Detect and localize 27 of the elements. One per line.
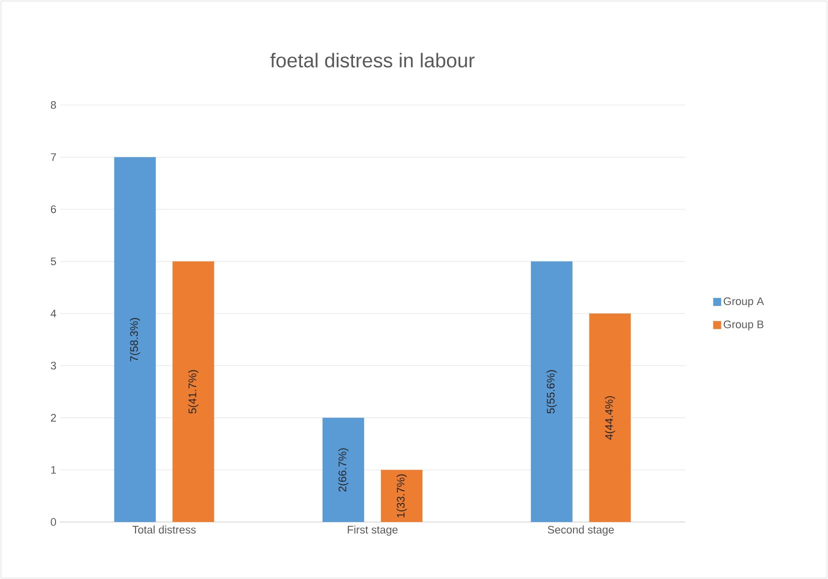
- data-label: 5(41.7%): [188, 370, 198, 414]
- bar: [322, 418, 364, 522]
- x-tick-label: Second stage: [548, 526, 614, 536]
- y-tick-label: 8: [50, 101, 56, 109]
- y-tick-label: 4: [50, 310, 56, 318]
- y-tick-label: 6: [50, 205, 56, 214]
- bar: [530, 261, 572, 522]
- data-label: 5(55.6%): [546, 370, 557, 414]
- data-label: 7(58.3%): [130, 318, 140, 362]
- bar: [589, 314, 631, 522]
- x-tick-label: Total distress: [132, 526, 196, 534]
- y-tick-label: 2: [50, 414, 56, 422]
- bar: [172, 261, 214, 522]
- bar: [114, 157, 156, 522]
- data-label: 4(44.4%): [604, 396, 616, 440]
- legend-label: Group B: [724, 320, 764, 330]
- bar: [380, 470, 422, 522]
- y-tick-label: 3: [50, 362, 56, 370]
- chart-title: foetal distress in labour: [270, 52, 475, 68]
- y-tick-label: 7: [50, 153, 56, 161]
- y-tick-label: 0: [50, 518, 56, 526]
- y-tick-label: 1: [51, 466, 56, 474]
- y-tick-label: 5: [50, 258, 56, 266]
- x-tick-label: First stage: [348, 526, 398, 536]
- legend-label: Group A: [724, 297, 764, 308]
- data-label: 1(33.7%): [396, 474, 407, 518]
- data-label: 2(66.7%): [338, 448, 348, 492]
